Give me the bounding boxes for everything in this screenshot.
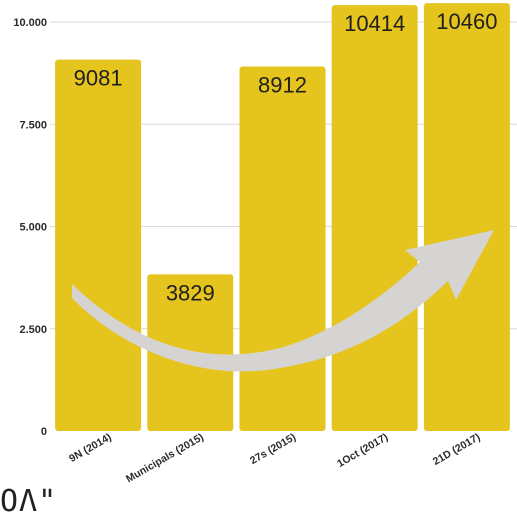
y-tick-label: 5.000: [19, 222, 47, 234]
y-tick-label: 7.500: [19, 119, 47, 131]
data-labels: 9081 3829 8912 10414 10460: [74, 9, 498, 305]
bar: [239, 66, 326, 431]
data-label: 10414: [344, 11, 405, 36]
cut-off-text: ΟΛ": [0, 484, 58, 519]
bar: [55, 59, 142, 432]
bar: [331, 5, 418, 431]
trend-arrow: [72, 230, 494, 372]
x-axis: 9N (2014) Municipals (2015) 27s (2015) 1Oct…: [67, 431, 482, 485]
y-tick-label: 2.500: [19, 324, 47, 336]
x-tick-label: 27s (2015): [248, 431, 298, 467]
data-label: 9081: [74, 66, 123, 91]
data-label: 3829: [166, 280, 215, 305]
x-tick-label: Municipals (2015): [124, 431, 206, 485]
bar: [423, 3, 510, 431]
x-tick-label: 21D (2017): [431, 431, 482, 468]
x-tick-label: 9N (2014): [67, 431, 113, 465]
x-tick-label: 1Oct (2017): [335, 431, 390, 470]
data-label: 10460: [436, 9, 497, 34]
y-tick-label: 0: [41, 426, 47, 438]
y-tick-label: 10.000: [13, 17, 47, 29]
data-label: 8912: [258, 72, 307, 97]
y-axis: 0 2.500 5.000 7.500 10.000: [13, 17, 47, 438]
